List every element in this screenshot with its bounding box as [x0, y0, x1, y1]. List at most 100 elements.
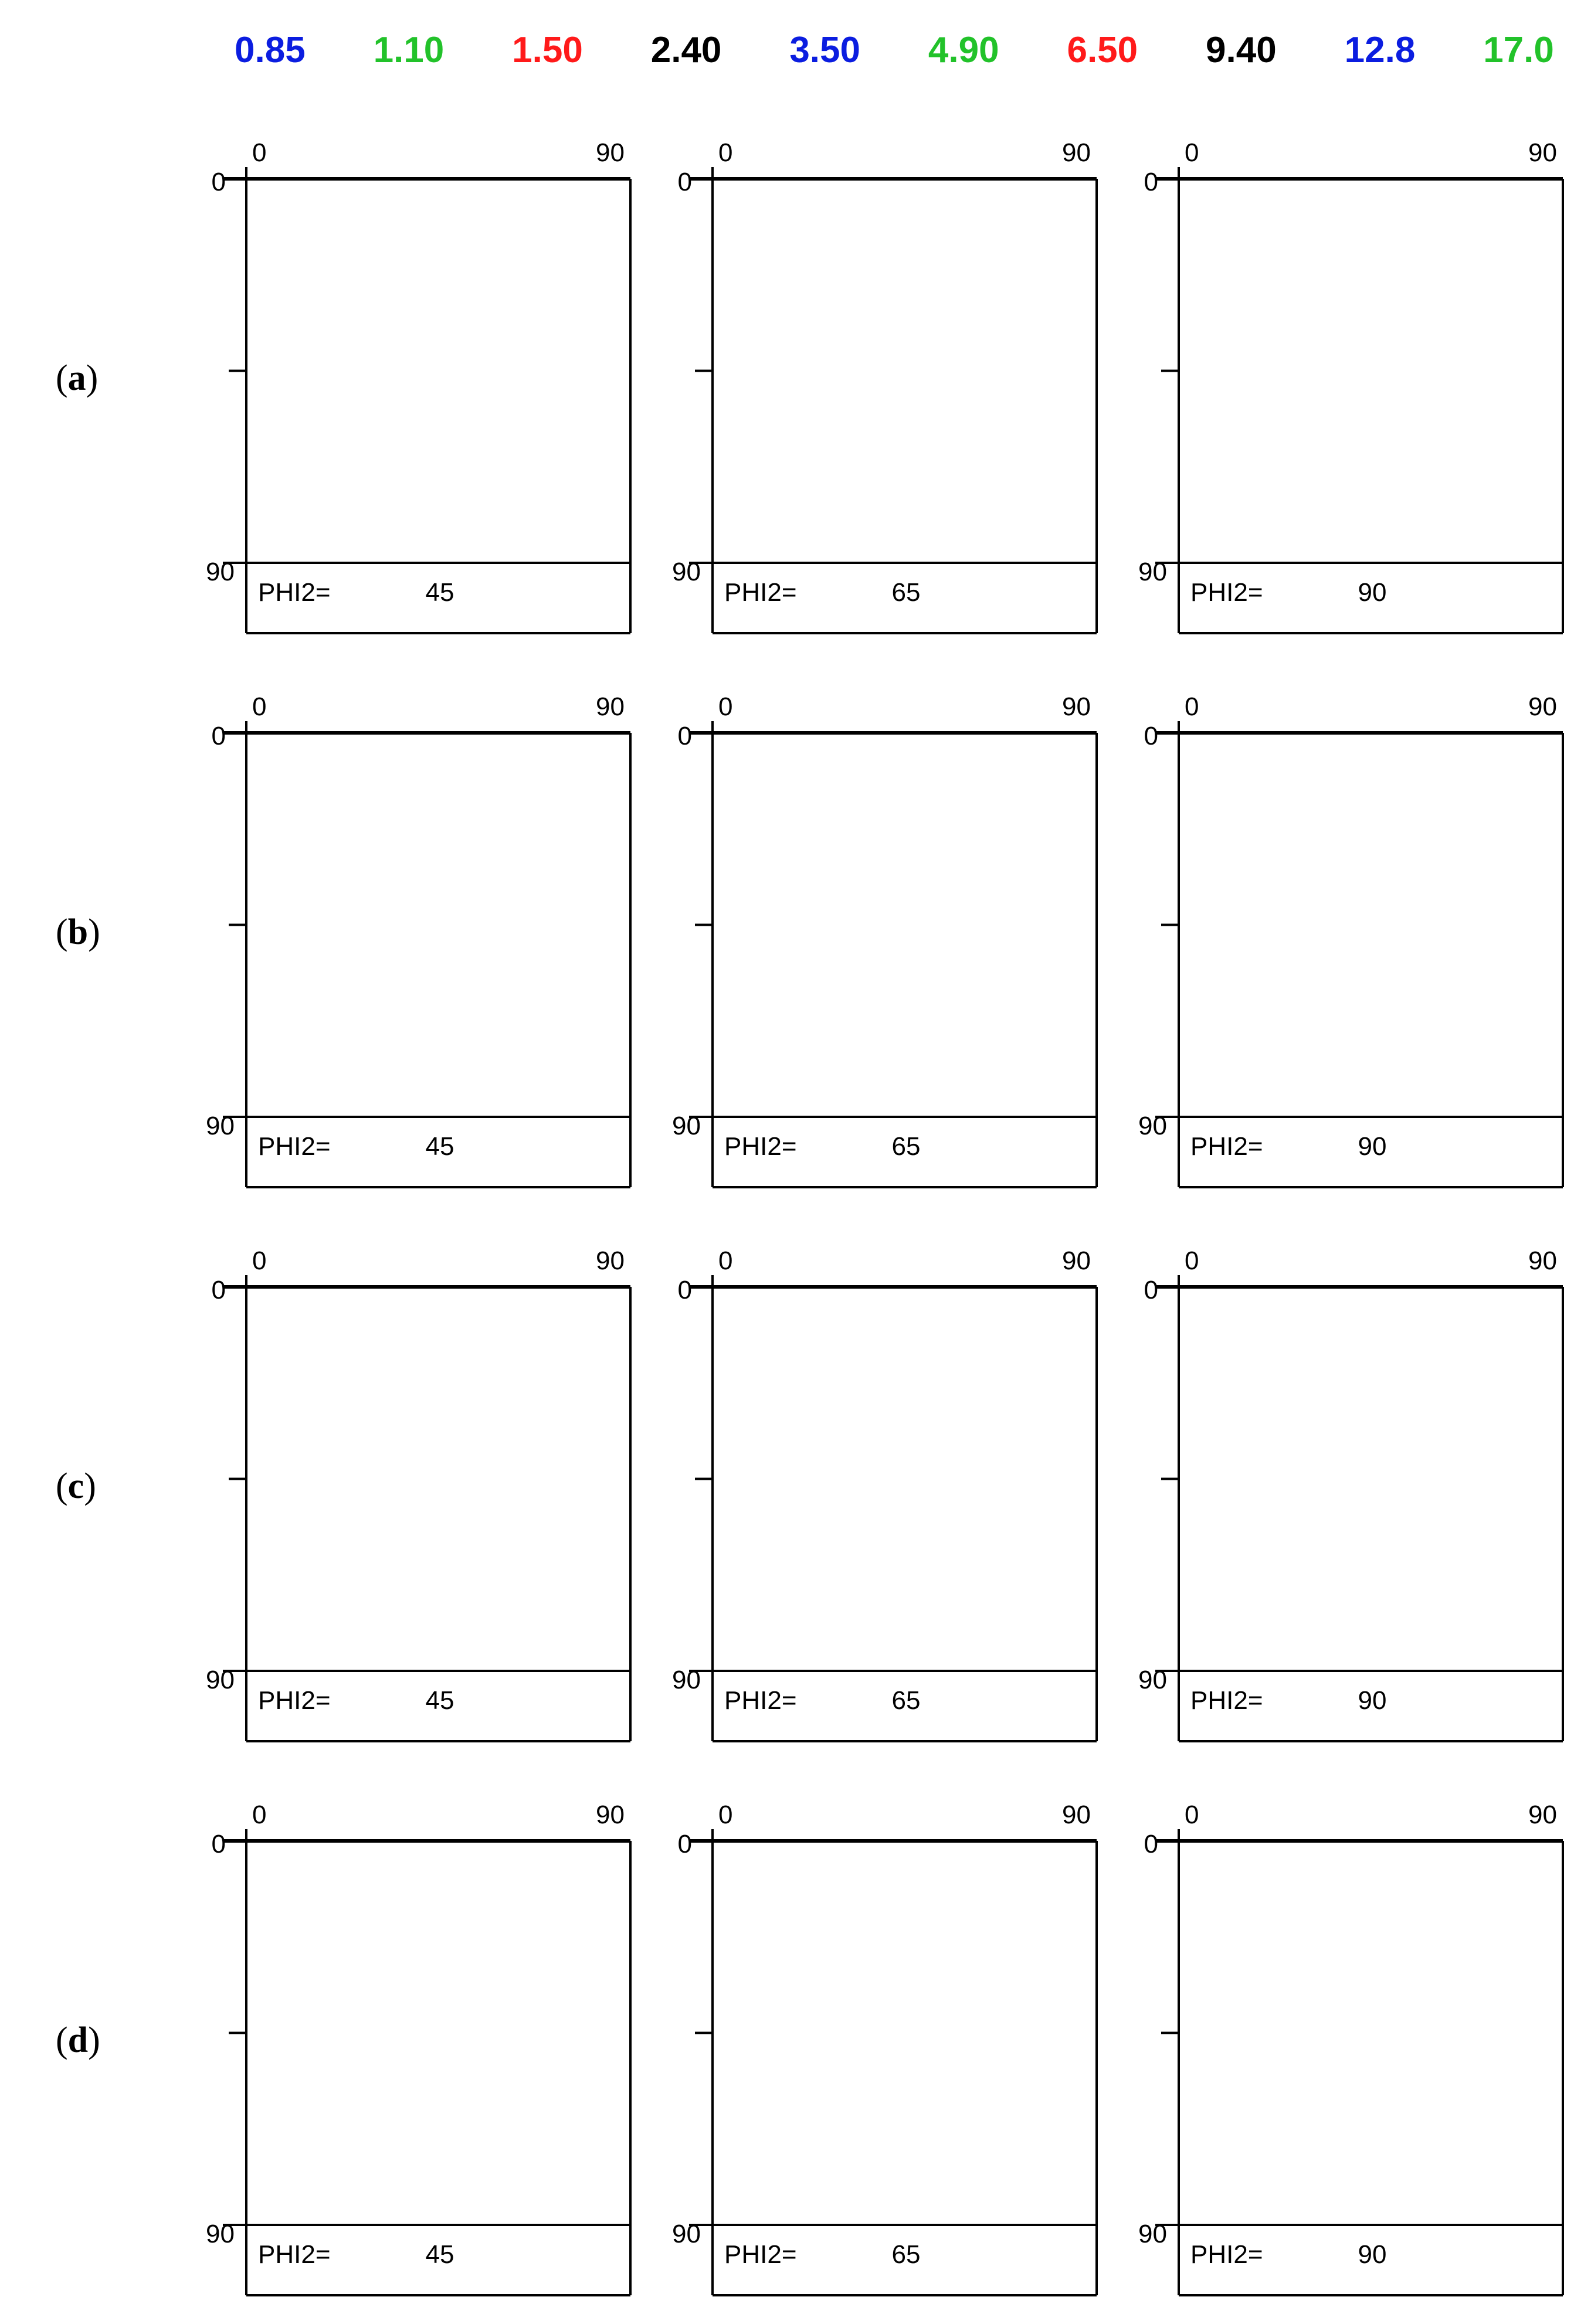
contour-red-9	[956, 886, 983, 925]
x-axis-min-label: 0	[252, 138, 266, 167]
contour-green-8	[989, 733, 1054, 889]
phi2-value: 65	[892, 1686, 921, 1715]
panel-d-2: 0 90 0 90 PHI2= 90	[1138, 1800, 1564, 2296]
y-axis-max-label: 90	[672, 1112, 701, 1140]
contour-red-2	[246, 1870, 630, 1900]
contour-red-11	[331, 2205, 400, 2225]
contour-blue-24	[1532, 1287, 1563, 1310]
contour-black-2	[308, 733, 569, 784]
contour-red-13	[293, 1088, 381, 1117]
contour-black-2	[1077, 179, 1097, 202]
phi2-value: 65	[892, 1132, 921, 1161]
contour-red-10	[1430, 879, 1488, 971]
contour-green-6	[931, 246, 985, 281]
x-axis-max-label: 90	[1062, 1246, 1091, 1275]
contour-red-25	[1409, 1287, 1563, 1356]
contour-green-10	[608, 1656, 630, 1671]
contour-blue-11	[905, 402, 982, 563]
contour-red-11	[1448, 733, 1563, 794]
phi2-value: 45	[426, 1686, 454, 1715]
contour-green-13	[569, 2190, 630, 2225]
x-axis-max-label: 90	[596, 1246, 625, 1275]
contour-blue-8	[1509, 840, 1535, 1009]
contour-blue-11	[254, 1064, 438, 1117]
row-label-a: (a)	[56, 358, 98, 398]
contour-green-11	[1207, 1502, 1563, 1587]
contour-red-11	[1059, 2206, 1097, 2225]
contours-a-1	[713, 179, 1097, 563]
x-axis-min-label: 0	[252, 1246, 266, 1275]
contour-black-14	[611, 548, 630, 563]
contour-blue-7	[713, 317, 924, 563]
y-axis-max-label: 90	[206, 1666, 235, 1694]
contour-blue-4	[1253, 779, 1386, 1042]
contour-blue-9	[246, 456, 318, 524]
contour-blue-8	[612, 1941, 630, 1979]
x-axis-max-label: 90	[1062, 1800, 1091, 1829]
contour-blue-13	[1027, 1075, 1097, 1117]
phi2-label: PHI2=	[1190, 1132, 1263, 1161]
contour-blue-12	[1039, 521, 1097, 563]
contour-black-2	[354, 1287, 515, 1324]
phi2-label: PHI2=	[258, 1132, 331, 1161]
contour-blue-0	[797, 1287, 851, 1306]
contour-red-12	[1179, 1517, 1563, 1609]
phi2-value: 45	[426, 578, 454, 607]
contour-green-12	[828, 1063, 890, 1117]
x-axis-max-label: 90	[596, 138, 625, 167]
contour-black-0	[1179, 1287, 1213, 1306]
x-axis-min-label: 0	[1185, 1246, 1199, 1275]
contour-blue-3	[323, 1287, 538, 1338]
contour-blue-9	[300, 2190, 431, 2225]
y-axis-max-label: 90	[206, 558, 235, 586]
contour-red-14	[1066, 536, 1097, 563]
contour-green-12	[584, 528, 630, 563]
contours-d-0	[246, 1841, 630, 2225]
contour-blue-10	[1179, 540, 1256, 563]
x-axis-max-label: 90	[1062, 138, 1091, 167]
contour-black-10	[1085, 733, 1097, 763]
contours-b-2	[1179, 733, 1563, 1117]
contour-blue-0	[408, 1287, 462, 1304]
contour-green-6	[935, 878, 999, 949]
y-axis-max-label: 90	[206, 1112, 235, 1140]
contours-d-1	[713, 1841, 1097, 2225]
phi2-label: PHI2=	[1190, 1686, 1263, 1715]
contour-blue-11	[569, 517, 630, 563]
panel-b-2: 0 90 0 90 PHI2= 90	[1138, 692, 1564, 1188]
contour-blue-0	[759, 733, 874, 767]
contours-c-2	[1179, 1287, 1563, 1671]
contour-black-1	[1179, 733, 1263, 779]
contour-green-7	[713, 1356, 1097, 1412]
contour-blue-5	[304, 294, 630, 448]
contour-green-7	[523, 829, 630, 840]
contour-green-5	[1402, 733, 1563, 1040]
contour-blue-0	[1179, 1841, 1225, 1887]
contour-green-6	[262, 1287, 630, 1398]
contour-blue-14	[554, 1075, 630, 1117]
contour-green-15	[573, 1086, 630, 1117]
contour-blue-0	[766, 1841, 874, 1870]
contour-blue-1	[385, 179, 500, 208]
contour-blue-1	[1179, 1287, 1233, 1326]
contour-green-4	[713, 1925, 1000, 1977]
contour-green-18	[1371, 1586, 1563, 1671]
y-axis-max-label: 90	[1138, 1666, 1167, 1694]
contour-red-2	[1225, 772, 1563, 1081]
contour-blue-9	[1509, 817, 1563, 840]
contour-blue-8	[246, 917, 271, 959]
legend-level-6: 4.90	[928, 29, 999, 70]
panel-a-2: 0 90 0 90 PHI2= 90	[1138, 138, 1564, 634]
contour-green-3	[713, 733, 958, 839]
legend-level-5: 3.50	[789, 29, 860, 70]
x-axis-min-label: 0	[718, 692, 732, 721]
contour-blue-21	[1463, 1633, 1563, 1671]
y-axis-max-label: 90	[672, 2220, 701, 2248]
contour-blue-4	[246, 321, 269, 371]
panel-c-2: 0 90 0 90 PHI2= 90	[1138, 1246, 1564, 1742]
panel-a-0: 0 90 0 90 PHI2= 45	[206, 138, 632, 634]
contour-blue-8	[1332, 1348, 1563, 1387]
contour-blue-7	[475, 2025, 525, 2117]
legend-level-2: 1.10	[373, 29, 445, 70]
contour-green-7	[1332, 1917, 1440, 2118]
